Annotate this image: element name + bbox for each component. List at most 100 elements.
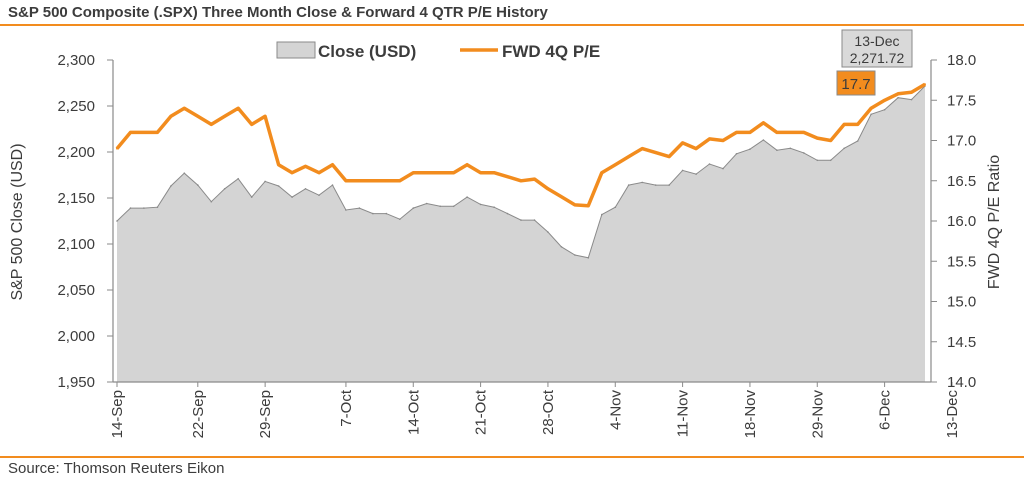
y2-tick-label: 14.5: [947, 334, 976, 351]
pe-point: [169, 115, 172, 118]
close-point: [695, 173, 697, 175]
pe-point: [237, 107, 240, 110]
close-point: [318, 194, 320, 196]
x-tick-label: 13-Dec: [944, 390, 961, 439]
pe-point: [196, 115, 199, 118]
pe-point: [910, 91, 913, 94]
pe-point: [573, 203, 576, 206]
pe-point: [142, 131, 145, 134]
close-point: [358, 207, 361, 209]
x-tick-label: 7-Oct: [338, 389, 355, 427]
x-tick-label: 29-Sep: [257, 390, 274, 438]
pe-point: [277, 163, 280, 166]
close-point: [197, 184, 199, 186]
pe-point: [223, 115, 226, 118]
pe-point: [371, 179, 374, 182]
pe-point: [560, 195, 563, 198]
source-note: Source: Thomson Reuters Eikon: [8, 460, 225, 477]
x-tick-label: 6-Dec: [877, 390, 894, 431]
pe-point: [829, 139, 832, 142]
legend-close-label: Close (USD): [318, 42, 416, 61]
close-point: [654, 184, 657, 186]
close-point: [452, 205, 455, 208]
pe-point: [641, 147, 644, 150]
close-point: [627, 184, 630, 186]
close-point: [803, 152, 805, 154]
x-tick-label: 4-Nov: [607, 390, 624, 431]
pe-point: [264, 115, 267, 118]
close-point: [547, 231, 549, 233]
x-tick-label: 22-Sep: [190, 390, 207, 438]
close-point: [681, 169, 684, 172]
pe-point: [210, 123, 213, 126]
pe-point: [291, 171, 294, 174]
pe-point: [439, 171, 442, 174]
pe-point: [627, 155, 630, 158]
pe-point: [762, 121, 765, 124]
close-point: [331, 184, 334, 186]
pe-point: [924, 83, 926, 86]
close-point: [250, 196, 253, 198]
pe-point: [695, 147, 698, 150]
close-point: [897, 96, 899, 99]
y2-tick-label: 16.5: [947, 173, 976, 190]
close-point: [762, 139, 765, 141]
pe-point: [452, 171, 455, 174]
pe-point: [668, 155, 671, 158]
y-tick-label: 1,950: [57, 374, 95, 391]
x-tick-label: 14-Sep: [109, 390, 126, 438]
y-tick-label: 2,200: [57, 144, 95, 161]
pe-point: [654, 151, 657, 154]
pe-point: [156, 131, 159, 134]
close-point: [291, 196, 293, 198]
pe-point: [681, 141, 684, 144]
close-point: [345, 209, 347, 211]
close-point: [816, 159, 819, 162]
close-point: [574, 254, 576, 256]
x-tick-label: 28-Oct: [540, 389, 557, 435]
pe-point: [883, 99, 886, 102]
close-point: [735, 153, 738, 155]
close-point: [910, 98, 913, 101]
x-tick-label: 11-Nov: [675, 390, 692, 438]
legend-close-swatch: [276, 41, 316, 59]
pe-point: [318, 171, 320, 174]
close-point: [264, 180, 266, 183]
close-point: [560, 246, 563, 248]
axes-layer: [107, 59, 953, 387]
y-tick-label: 2,000: [57, 328, 95, 345]
pe-point: [331, 163, 334, 166]
close-point: [170, 185, 172, 187]
pe-point: [479, 171, 482, 174]
y2-axis-title: FWD 4Q P/E Ratio: [986, 155, 1003, 289]
chart-title: S&P 500 Composite (.SPX) Three Month Clo…: [8, 4, 548, 21]
pe-callout-value: 17.7: [841, 76, 870, 93]
pe-point: [600, 171, 603, 174]
close-callout-box: [841, 29, 913, 68]
close-point: [829, 159, 832, 162]
close-point: [708, 163, 711, 165]
y-tick-label: 2,300: [57, 52, 95, 69]
pe-callout-box: [836, 70, 876, 96]
close-point: [237, 177, 239, 180]
y2-tick-label: 15.0: [947, 294, 976, 311]
close-point: [183, 172, 186, 174]
pe-point: [870, 107, 873, 110]
pe-point: [587, 204, 590, 207]
y-tick-label: 2,050: [57, 282, 95, 299]
close-point: [506, 212, 509, 215]
close-point: [533, 219, 536, 221]
y2-tick-label: 15.5: [947, 253, 976, 270]
pe-point: [897, 92, 900, 95]
pe-point: [708, 137, 711, 140]
close-point: [372, 212, 374, 215]
close-point: [520, 219, 522, 221]
pe-point: [775, 131, 778, 134]
close-callout-date: 13-Dec: [854, 33, 899, 49]
close-point: [856, 140, 859, 142]
pe-point: [843, 123, 846, 126]
pe-point: [398, 179, 401, 182]
pe-point: [304, 165, 307, 168]
y2-tick-label: 18.0: [947, 52, 976, 69]
y2-tick-label: 17.5: [947, 92, 976, 109]
